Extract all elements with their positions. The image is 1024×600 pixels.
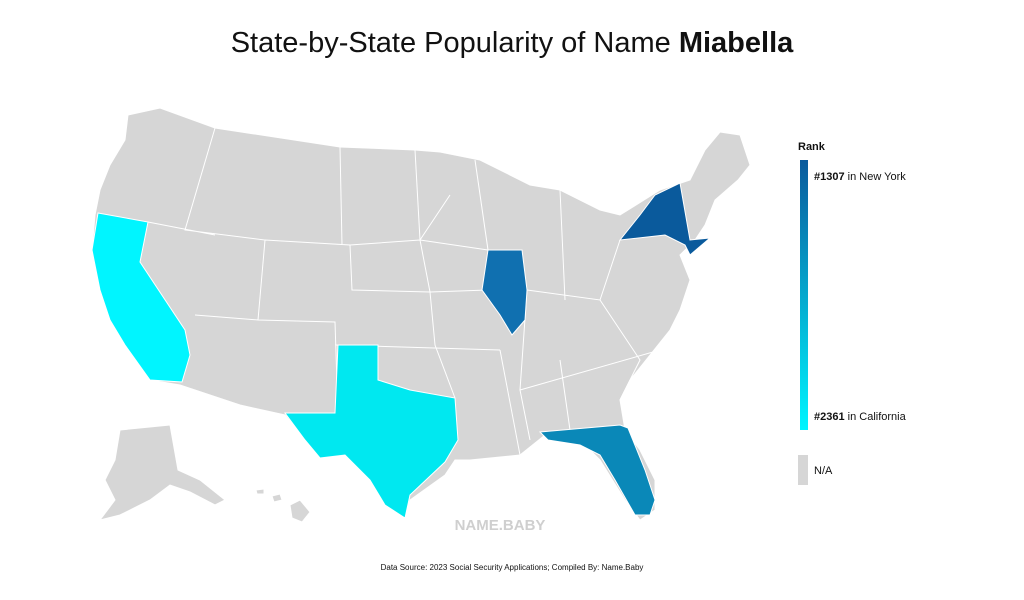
- illinois: [481, 249, 528, 336]
- watermark: NAME.BABY: [455, 517, 546, 534]
- legend-gradient: [800, 160, 808, 430]
- top-rank: #1307: [814, 171, 845, 183]
- state-borders: [147, 127, 661, 456]
- new-york: [618, 182, 712, 256]
- title-name: Miabella: [679, 27, 794, 59]
- na-label: N/A: [814, 465, 833, 477]
- legend-title: Rank: [798, 141, 826, 153]
- bottom-place: in California: [848, 411, 907, 423]
- contiguous-us: [91, 107, 751, 521]
- bottom-rank: #2361: [814, 411, 845, 423]
- title-text: State-by-State Popularity of Name: [231, 27, 671, 59]
- florida: [538, 424, 656, 516]
- title: State-by-State Popularity of Name Miabel…: [231, 27, 794, 59]
- texas: [284, 344, 459, 519]
- alaska: [98, 424, 226, 521]
- us-map: [91, 107, 751, 523]
- california: [91, 212, 191, 383]
- legend: Rank #1307 in New York #2361 in Californ…: [798, 141, 907, 485]
- na-swatch: [798, 455, 808, 485]
- source-note: Data Source: 2023 Social Security Applic…: [381, 563, 644, 572]
- legend-top: #1307 in New York: [814, 171, 906, 183]
- top-place: in New York: [848, 171, 907, 183]
- hawaii: [255, 488, 311, 523]
- legend-bottom: #2361 in California: [814, 411, 907, 423]
